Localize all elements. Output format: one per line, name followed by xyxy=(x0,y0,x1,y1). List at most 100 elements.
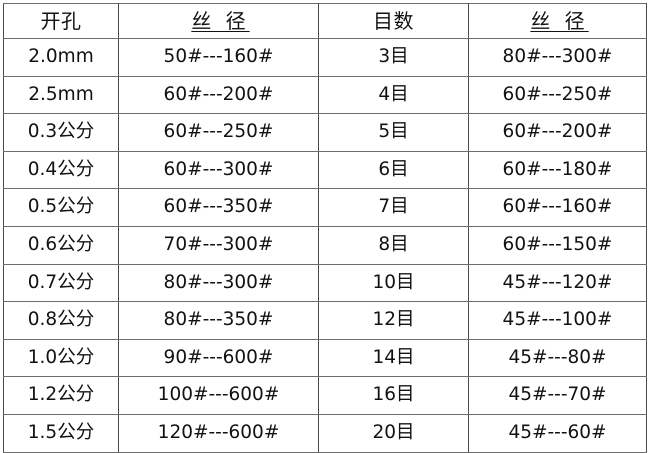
cell-wire-right: 60#---250# xyxy=(468,75,647,115)
cell-wire-left: 70#---300# xyxy=(118,225,319,265)
cell-mesh: 16目 xyxy=(318,376,469,415)
column-header-wire-left: 丝 径 xyxy=(118,3,319,39)
cell-aperture: 0.4公分 xyxy=(3,150,119,190)
cell-text: 8目 xyxy=(378,234,409,256)
table-row: 1.2公分 100#---600# 16目 45#---70# xyxy=(3,376,647,415)
cell-aperture: 2.0mm xyxy=(3,38,119,77)
cell-aperture: 0.6公分 xyxy=(3,225,119,265)
cell-text: 16目 xyxy=(372,384,415,406)
cell-mesh: 4目 xyxy=(318,75,469,115)
cell-wire-right: 45#---80# xyxy=(468,338,647,378)
cell-wire-left: 80#---350# xyxy=(118,301,319,340)
cell-wire-left: 90#---600# xyxy=(118,338,319,378)
cell-mesh: 20目 xyxy=(318,413,469,453)
cell-text: 120#---600# xyxy=(157,421,280,443)
cell-wire-right: 45#---120# xyxy=(468,263,647,303)
cell-text: 80#---350# xyxy=(163,309,274,331)
cell-wire-left: 60#---350# xyxy=(118,188,319,227)
cell-wire-left: 80#---300# xyxy=(118,263,319,303)
cell-text: 80#---300# xyxy=(502,46,613,68)
cell-text: 14目 xyxy=(372,346,415,368)
table-row: 1.5公分 120#---600# 20目 45#---60# xyxy=(3,413,647,453)
table-row: 0.6公分 70#---300# 8目 60#---150# xyxy=(3,225,647,265)
column-header-mesh: 目数 xyxy=(318,3,469,39)
cell-text: 45#---60# xyxy=(508,421,607,443)
cell-text: 5目 xyxy=(378,121,409,143)
cell-mesh: 8目 xyxy=(318,225,469,265)
cell-text: 60#---250# xyxy=(163,121,274,143)
cell-text: 45#---120# xyxy=(502,271,613,293)
cell-text: 45#---100# xyxy=(502,309,613,331)
cell-text: 60#---180# xyxy=(502,158,613,180)
cell-aperture: 0.5公分 xyxy=(3,188,119,227)
table-row: 0.3公分 60#---250# 5目 60#---200# xyxy=(3,113,647,152)
cell-text: 0.8公分 xyxy=(27,309,95,331)
cell-text: 1.5公分 xyxy=(27,421,95,443)
cell-text: 3目 xyxy=(378,46,409,68)
column-header-aperture-label: 开孔 xyxy=(40,9,82,33)
cell-aperture: 0.3公分 xyxy=(3,113,119,152)
cell-text: 2.0mm xyxy=(28,46,94,68)
cell-wire-right: 60#---150# xyxy=(468,225,647,265)
cell-mesh: 14目 xyxy=(318,338,469,378)
column-header-wire-left-label: 丝 径 xyxy=(191,9,250,33)
cell-mesh: 5目 xyxy=(318,113,469,152)
cell-aperture: 0.7公分 xyxy=(3,263,119,303)
table-row: 2.5mm 60#---200# 4目 60#---250# xyxy=(3,75,647,115)
table-row: 2.0mm 50#---160# 3目 80#---300# xyxy=(3,38,647,77)
cell-text: 1.2公分 xyxy=(27,384,95,406)
cell-text: 12目 xyxy=(372,309,415,331)
cell-mesh: 10目 xyxy=(318,263,469,303)
cell-text: 0.5公分 xyxy=(27,196,95,218)
cell-text: 20目 xyxy=(372,421,415,443)
cell-text: 7目 xyxy=(378,196,409,218)
cell-wire-left: 100#---600# xyxy=(118,376,319,415)
cell-wire-right: 45#---60# xyxy=(468,413,647,453)
cell-text: 50#---160# xyxy=(163,46,274,68)
header-row: 开孔 丝 径 目数 丝 径 xyxy=(3,3,647,39)
cell-text: 1.0公分 xyxy=(27,346,95,368)
cell-aperture: 1.5公分 xyxy=(3,413,119,453)
column-header-mesh-label: 目数 xyxy=(373,9,414,33)
cell-wire-right: 60#---200# xyxy=(468,113,647,152)
cell-text: 60#---160# xyxy=(502,196,613,218)
cell-text: 45#---70# xyxy=(508,384,607,406)
cell-wire-left: 60#---200# xyxy=(118,75,319,115)
table-row: 0.5公分 60#---350# 7目 60#---160# xyxy=(3,188,647,227)
cell-text: 60#---350# xyxy=(163,196,274,218)
cell-wire-right: 60#---180# xyxy=(468,150,647,190)
cell-text: 90#---600# xyxy=(163,346,274,368)
cell-text: 10目 xyxy=(372,271,415,293)
column-header-wire-right-label: 丝 径 xyxy=(530,9,589,33)
cell-mesh: 12目 xyxy=(318,301,469,340)
cell-mesh: 3目 xyxy=(318,38,469,77)
cell-text: 0.4公分 xyxy=(27,158,95,180)
cell-wire-left: 120#---600# xyxy=(118,413,319,453)
cell-text: 100#---600# xyxy=(157,384,280,406)
table-row: 0.8公分 80#---350# 12目 45#---100# xyxy=(3,301,647,340)
cell-wire-left: 60#---300# xyxy=(118,150,319,190)
column-header-wire-right: 丝 径 xyxy=(468,3,647,39)
cell-mesh: 6目 xyxy=(318,150,469,190)
cell-text: 80#---300# xyxy=(163,271,274,293)
table-row: 1.0公分 90#---600# 14目 45#---80# xyxy=(3,338,647,378)
cell-aperture: 1.0公分 xyxy=(3,338,119,378)
cell-aperture: 1.2公分 xyxy=(3,376,119,415)
cell-text: 0.7公分 xyxy=(27,271,95,293)
cell-text: 70#---300# xyxy=(163,234,274,256)
cell-wire-right: 80#---300# xyxy=(468,38,647,77)
mesh-specification-table: 开孔 丝 径 目数 丝 径 2.0mm 50#---160# 3目 80#---… xyxy=(3,3,647,453)
cell-text: 60#---300# xyxy=(163,158,274,180)
cell-mesh: 7目 xyxy=(318,188,469,227)
cell-text: 60#---200# xyxy=(502,121,613,143)
cell-text: 60#---200# xyxy=(163,83,274,105)
cell-aperture: 0.8公分 xyxy=(3,301,119,340)
cell-wire-left: 50#---160# xyxy=(118,38,319,77)
cell-text: 6目 xyxy=(378,158,409,180)
column-header-aperture: 开孔 xyxy=(3,3,119,39)
cell-text: 0.3公分 xyxy=(27,121,95,143)
cell-text: 60#---150# xyxy=(502,234,613,256)
table-row: 0.7公分 80#---300# 10目 45#---120# xyxy=(3,263,647,303)
table-header: 开孔 丝 径 目数 丝 径 xyxy=(3,3,647,39)
